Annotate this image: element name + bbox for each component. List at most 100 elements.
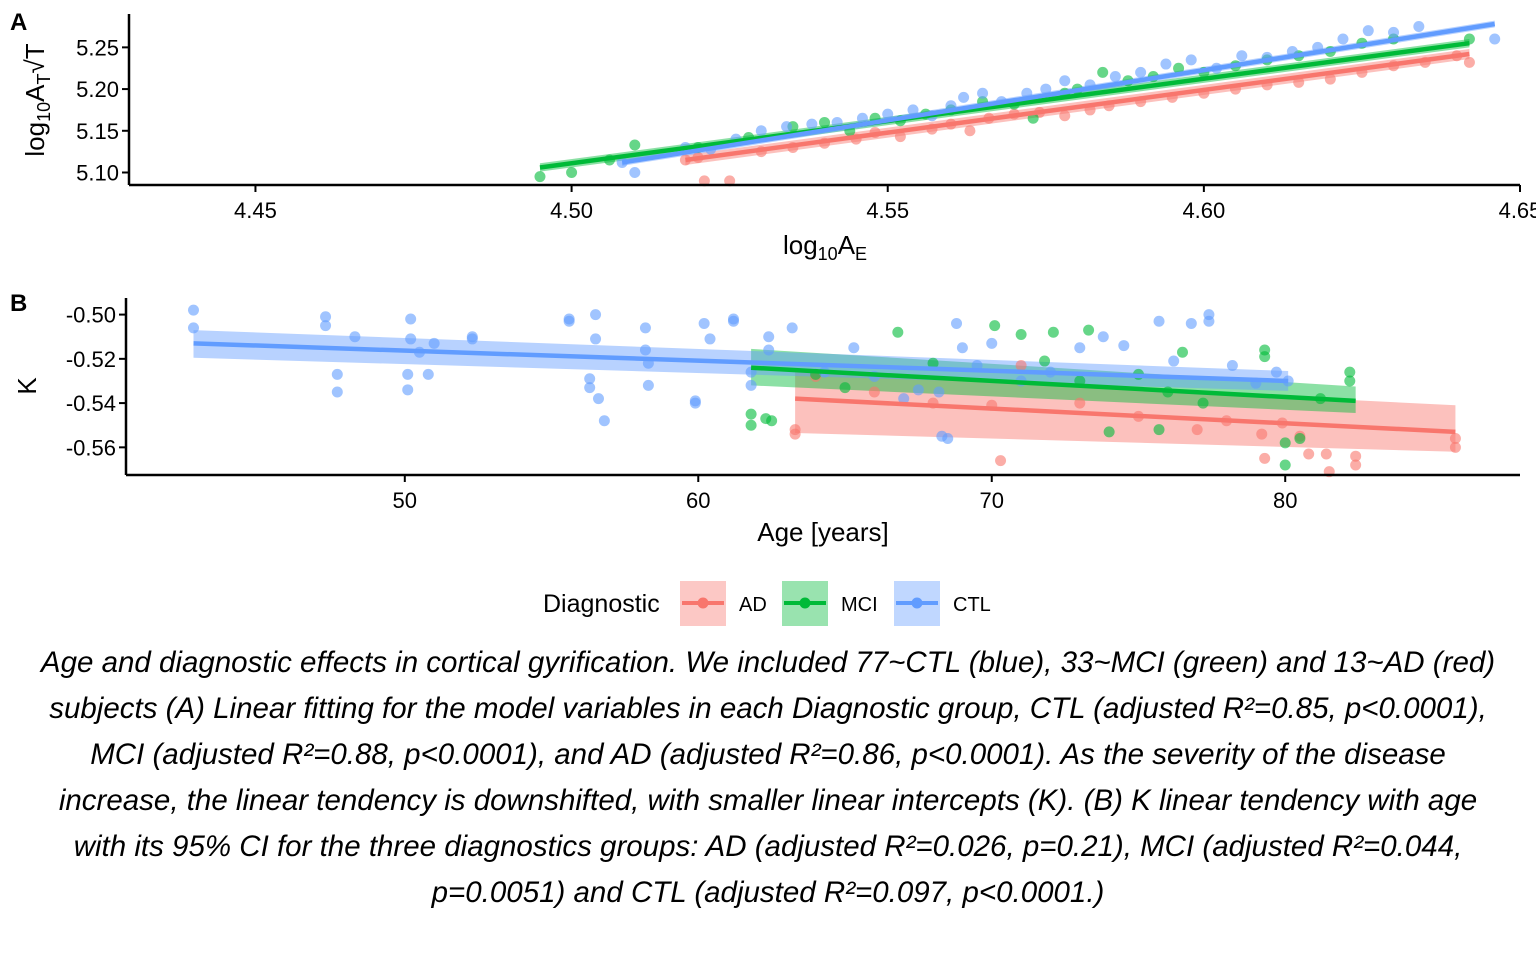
panel-b-y-tick-label: -0.50 xyxy=(66,303,116,328)
panel-a: A 4.45 4.50 4.55 4.60 4.65 5.105.155.205.25 … xyxy=(10,9,1536,264)
panel-a-point-ctl xyxy=(1362,25,1374,37)
panel-a-point-ctl xyxy=(1040,83,1052,95)
panel-b-point-mci xyxy=(1047,326,1059,338)
panel-b-x-tick-label: 80 xyxy=(1273,488,1297,513)
panel-b-point-mci xyxy=(927,357,939,369)
panel-b-point-ctl xyxy=(1118,340,1130,352)
panel-b-point-ctl xyxy=(349,331,361,343)
panel-b-point-mci xyxy=(1039,355,1051,367)
panel-a-point-ctl xyxy=(1059,75,1071,87)
panel-b-x-ticks: 50 60 70 80 xyxy=(393,475,1297,513)
panel-b-point-ctl xyxy=(745,379,757,391)
panel-b-point-ctl xyxy=(331,368,343,380)
panel-b-point-mci xyxy=(1344,366,1356,378)
legend-label-ad: AD xyxy=(739,594,767,616)
panel-a-point-ad xyxy=(1463,56,1475,68)
panel-b-point-ctl xyxy=(689,397,701,409)
panel-a-fit-line-mci xyxy=(539,40,1470,170)
legend-item-mci: MCI xyxy=(782,581,878,626)
panel-b-ci-band-mci xyxy=(751,348,1356,414)
legend-label-mci: MCI xyxy=(841,594,878,616)
panel-a-fit-lines xyxy=(539,21,1496,170)
panel-b-point-ad xyxy=(1074,397,1086,409)
panel-b-point-ctl xyxy=(951,317,963,329)
panel-b-y-ticks: -0.50 -0.52 -0.54 -0.56 xyxy=(66,303,126,460)
panel-b-x-axis-title: Age [years] xyxy=(757,517,889,547)
panel-b-y-tick-label: -0.52 xyxy=(66,347,116,372)
panel-b-y-axis-title: K xyxy=(12,377,42,395)
panel-b: B 50 60 70 80 -0.50 -0.52 -0.54 -0.56 Age [yea… xyxy=(10,290,1520,547)
panel-b-point-ctl xyxy=(727,315,739,327)
panel-b-point-mci xyxy=(1197,397,1209,409)
panel-a-point-mci xyxy=(566,166,578,178)
panel-b-point-ctl xyxy=(187,304,199,316)
panel-b-point-ctl xyxy=(405,313,417,325)
panel-a-point-ctl xyxy=(1337,33,1349,45)
panel-a-point-ctl xyxy=(882,108,894,120)
panel-a-point-ad xyxy=(724,175,736,187)
panel-b-point-ad xyxy=(868,386,880,398)
panel-b-fit-line-ctl xyxy=(193,341,1289,384)
panel-a-x-tick-label: 4.50 xyxy=(550,198,593,223)
panel-b-point-ctl xyxy=(320,320,332,332)
panel-b-point-ctl xyxy=(1097,331,1109,343)
panel-a-point-ctl xyxy=(781,121,793,133)
panel-b-point-ctl xyxy=(187,322,199,334)
panel-a-x-tick-label: 4.45 xyxy=(234,198,277,223)
panel-b-point-ctl xyxy=(1074,342,1086,354)
panel-b-point-ctl xyxy=(466,333,478,345)
panel-b-point-ad xyxy=(1350,450,1362,462)
panel-b-point-mci xyxy=(1344,375,1356,387)
panel-a-point-mci xyxy=(1173,62,1185,74)
panel-b-point-ctl xyxy=(405,333,417,345)
panel-a-point-ctl xyxy=(755,125,767,137)
svg-text:log10AT√T: log10AT√T xyxy=(20,43,54,156)
panel-a-y-tick-label: 5.10 xyxy=(76,160,119,185)
panel-b-point-ctl xyxy=(933,386,945,398)
panel-b-point-ad xyxy=(1449,432,1461,444)
panel-b-point-ctl xyxy=(848,342,860,354)
panel-a-point-mci xyxy=(819,116,830,128)
panel-a-x-axis-title: log10AE xyxy=(783,230,867,264)
panel-a-y-tick-label: 5.15 xyxy=(76,119,119,144)
panel-b-point-ctl xyxy=(422,368,434,380)
panel-b-point-ctl xyxy=(1168,355,1180,367)
panel-a-label: A xyxy=(10,9,27,36)
panel-a-point-ctl xyxy=(1413,21,1425,33)
panel-a-point-ctl xyxy=(907,104,919,116)
panel-b-point-ctl xyxy=(642,379,654,391)
panel-b-x-tick-label: 60 xyxy=(686,488,710,513)
panel-b-point-ad xyxy=(1320,448,1332,460)
panel-b-point-ctl xyxy=(592,393,604,405)
panel-b-point-mci xyxy=(1294,432,1306,444)
panel-a-x-tick-label: 4.60 xyxy=(1182,198,1225,223)
panel-b-point-mci xyxy=(745,419,757,431)
panel-b-point-ctl xyxy=(639,322,651,334)
panel-b-point-ad xyxy=(1191,424,1203,436)
svg-text:K: K xyxy=(12,377,42,395)
panel-b-point-ctl xyxy=(563,315,575,327)
panel-b-point-mci xyxy=(1153,424,1165,436)
panel-a-y-tick-label: 5.20 xyxy=(76,77,119,102)
panel-b-x-tick-label: 70 xyxy=(980,488,1004,513)
legend-item-ctl: CTL xyxy=(894,581,991,626)
panel-b-point-ad xyxy=(1303,448,1315,460)
panel-b-x-tick-label: 50 xyxy=(393,488,417,513)
panel-a-point-ad xyxy=(894,131,906,143)
panel-a-fit-line-ctl xyxy=(621,21,1496,165)
panel-b-point-ctl xyxy=(986,337,998,349)
panel-b-point-ctl xyxy=(1185,317,1197,329)
panel-b-ci-band-ad xyxy=(795,372,1456,452)
panel-a-point-ctl xyxy=(1160,58,1172,70)
panel-a-point-ctl xyxy=(1388,26,1400,38)
panel-b-point-mci xyxy=(1259,351,1271,363)
panel-b-point-ad xyxy=(1259,452,1271,464)
panel-a-point-mci xyxy=(1097,66,1109,78)
panel-b-point-ad xyxy=(1449,441,1461,453)
panel-b-point-ctl xyxy=(639,344,651,356)
panel-b-point-mci xyxy=(1177,346,1189,358)
panel-a-point-ctl xyxy=(1489,33,1501,45)
panel-a-point-ad xyxy=(1324,73,1336,85)
panel-a-point-ctl xyxy=(1185,54,1197,66)
panel-a-point-mci xyxy=(629,139,641,151)
